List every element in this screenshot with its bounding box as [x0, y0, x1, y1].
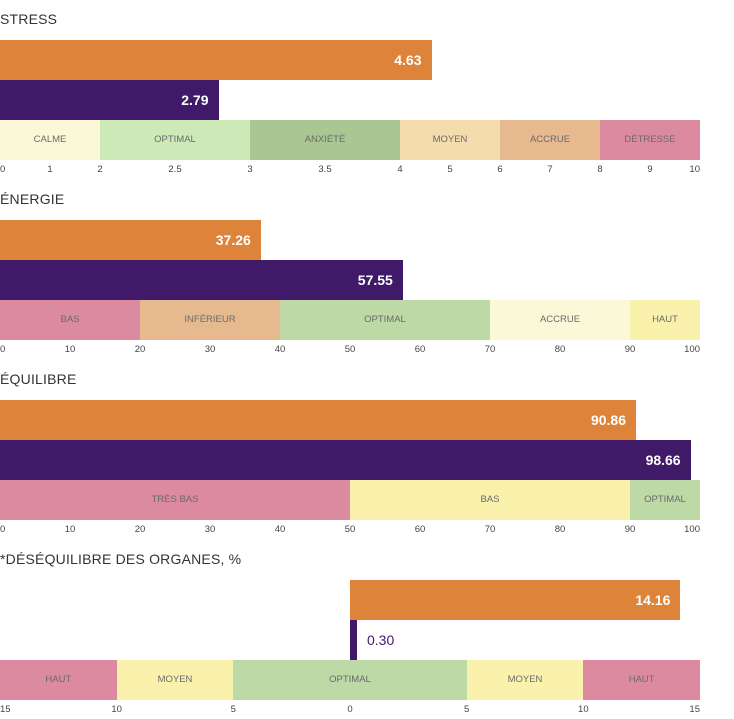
zone-anxiété: ANXIÉTÉ [250, 120, 400, 160]
zone-optimal: OPTIMAL [630, 480, 700, 520]
tick-label: 60 [414, 344, 426, 355]
tick-label: 60 [414, 524, 426, 535]
zone-moyen: MOYEN [116, 660, 234, 700]
zone-bas: BAS [350, 480, 630, 520]
zone-accrue: ACCRUE [500, 120, 600, 160]
bar-data-label: 57.55 [357, 272, 393, 288]
tick-label: 6 [497, 164, 503, 175]
bar-data-label: 14.16 [635, 592, 671, 608]
tick-label: 0 [0, 164, 6, 175]
tick-label: 40 [274, 524, 286, 535]
chart-title: ÉNERGIE [0, 191, 65, 207]
tick-label: 90 [624, 524, 636, 535]
bar-series-1 [0, 220, 261, 260]
bar-series-1 [350, 580, 681, 620]
tick-label: 20 [134, 344, 146, 355]
tick-label: 90 [624, 344, 636, 355]
bar-series-2 [0, 440, 691, 480]
tick-label: 15 [689, 704, 700, 715]
bar-data-label: 37.26 [215, 232, 251, 248]
zone-bas: BAS [0, 300, 140, 340]
tick-label: 70 [484, 524, 496, 535]
zone-haut: HAUT [583, 660, 700, 700]
tick-label: 100 [684, 524, 700, 535]
tick-label: 3.5 [318, 164, 332, 175]
bar-data-label: 90.86 [590, 412, 627, 428]
chart-title: ÉQUILIBRE [0, 371, 77, 387]
zone-très-bas: TRÈS BAS [0, 480, 350, 520]
tick-label: 9 [647, 164, 653, 175]
chart-title: STRESS [0, 11, 58, 27]
zone-inférieur: INFÉRIEUR [140, 300, 280, 340]
bar-data-label: 0.30 [367, 632, 395, 648]
bar-series-1 [0, 40, 432, 80]
bar-data-label: 98.66 [645, 452, 681, 468]
zone-optimal: OPTIMAL [233, 660, 467, 700]
tick-label: 50 [344, 344, 356, 355]
tick-label: 30 [204, 524, 216, 535]
bar-series-2 [0, 80, 219, 120]
zone-détresse: DÉTRESSE [600, 120, 700, 160]
tick-label: 10 [64, 524, 76, 535]
bar-series-2 [350, 620, 357, 660]
tick-label: 1 [47, 164, 53, 175]
zone-haut: HAUT [630, 300, 700, 340]
tick-label: 0 [0, 524, 6, 535]
tick-label: 4 [397, 164, 403, 175]
tick-label: 100 [684, 344, 700, 355]
chart-title: *DÉSÉQUILIBRE DES ORGANES, % [0, 551, 242, 567]
tick-label: 70 [484, 344, 496, 355]
tick-label: 20 [134, 524, 146, 535]
tick-label: 80 [554, 524, 566, 535]
tick-label: 5 [447, 164, 453, 175]
tick-label: 7 [547, 164, 553, 175]
tick-label: 8 [597, 164, 603, 175]
zone-moyen: MOYEN [466, 660, 584, 700]
tick-label: 2 [97, 164, 103, 175]
zone-accrue: ACCRUE [490, 300, 630, 340]
tick-label: 5 [464, 704, 470, 715]
bar-data-label: 2.79 [181, 92, 209, 108]
tick-label: 10 [689, 164, 700, 175]
tick-label: 15 [0, 704, 11, 715]
bar-series-2 [0, 260, 403, 300]
tick-label: 10 [578, 704, 589, 715]
zone-moyen: MOYEN [400, 120, 500, 160]
zone-haut: HAUT [0, 660, 117, 700]
tick-label: 40 [274, 344, 286, 355]
bar-data-label: 4.63 [394, 52, 422, 68]
bar-series-1 [0, 400, 637, 440]
tick-label: 30 [204, 344, 216, 355]
tick-label: 0 [347, 704, 353, 715]
tick-label: 50 [344, 524, 356, 535]
zone-optimal: OPTIMAL [100, 120, 250, 160]
tick-label: 10 [64, 344, 76, 355]
zone-calme: CALME [0, 120, 100, 160]
tick-label: 0 [0, 344, 6, 355]
tick-label: 10 [111, 704, 122, 715]
tick-label: 2.5 [168, 164, 182, 175]
tick-label: 5 [230, 704, 236, 715]
tick-label: 80 [554, 344, 566, 355]
tick-label: 3 [247, 164, 253, 175]
zone-optimal: OPTIMAL [280, 300, 490, 340]
